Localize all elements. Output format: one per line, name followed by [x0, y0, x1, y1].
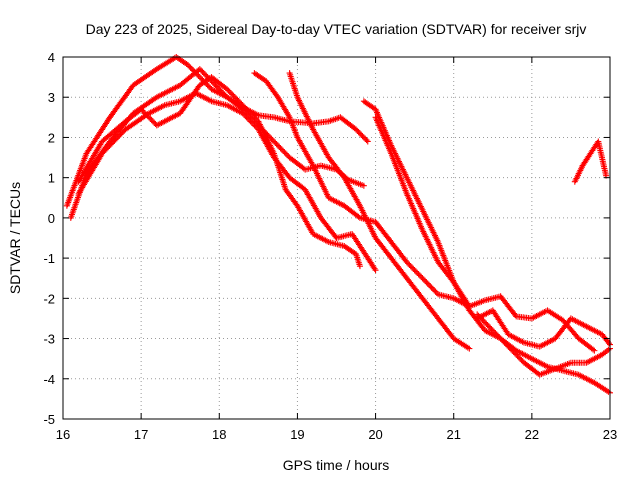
point-markers: [474, 311, 613, 378]
series-track-5: [251, 70, 473, 310]
y-tick-label: -3: [43, 332, 55, 347]
y-tick-label: -2: [43, 291, 55, 306]
x-tick-label: 22: [525, 427, 539, 442]
y-tick-label: -4: [43, 372, 55, 387]
y-tick-label: -5: [43, 412, 55, 427]
point-markers: [75, 90, 379, 274]
series-track-10: [474, 307, 613, 350]
point-markers: [251, 70, 473, 310]
series-track-3: [75, 90, 379, 274]
axis-ticks: [62, 56, 611, 420]
x-tick-label: 19: [290, 427, 304, 442]
point-markers: [75, 74, 363, 270]
x-tick-label: 16: [56, 427, 70, 442]
data-points: [63, 54, 613, 396]
series-track-9: [474, 311, 613, 378]
y-axis-label: SDTVAR / TECUs: [7, 182, 23, 294]
y-tick-label: 4: [48, 50, 55, 65]
y-tick-label: -1: [43, 251, 55, 266]
point-markers: [67, 66, 367, 221]
point-markers: [474, 307, 613, 350]
y-tick-label: 3: [48, 90, 55, 105]
x-tick-label: 21: [446, 427, 460, 442]
series-track-11: [571, 138, 610, 185]
x-tick-label: 18: [212, 427, 226, 442]
y-tick-label: 2: [48, 130, 55, 145]
chart-title: Day 223 of 2025, Sidereal Day-to-day VTE…: [86, 21, 587, 37]
x-tick-label: 20: [368, 427, 382, 442]
point-markers: [571, 138, 610, 185]
series-track-6: [286, 70, 473, 352]
series-track-4: [75, 74, 363, 270]
plot-frame: [62, 56, 611, 420]
point-markers: [286, 70, 473, 352]
x-axis-label: GPS time / hours: [283, 457, 390, 473]
x-tick-label: 23: [603, 427, 617, 442]
series-track-2: [67, 66, 367, 221]
y-tick-label: 0: [48, 211, 55, 226]
x-tick-label: 17: [134, 427, 148, 442]
y-tick-label: 1: [48, 171, 55, 186]
